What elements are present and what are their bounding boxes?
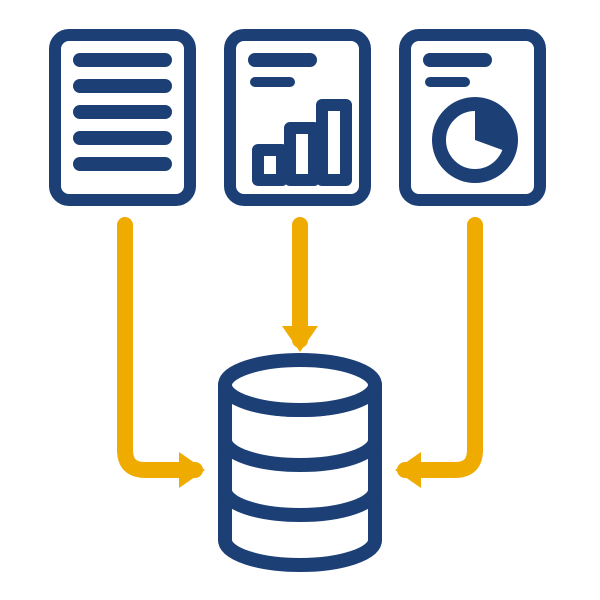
bar-chart-doc-icon bbox=[230, 35, 365, 200]
data-ingestion-diagram bbox=[0, 0, 600, 600]
database-icon bbox=[225, 360, 375, 565]
arrow-left bbox=[125, 225, 205, 488]
documents-group bbox=[55, 35, 540, 200]
arrow-right bbox=[395, 225, 475, 488]
pie-chart-doc-icon bbox=[405, 35, 540, 200]
db-top bbox=[225, 360, 375, 410]
text-doc-icon bbox=[55, 35, 190, 200]
arrow-center bbox=[282, 225, 318, 352]
